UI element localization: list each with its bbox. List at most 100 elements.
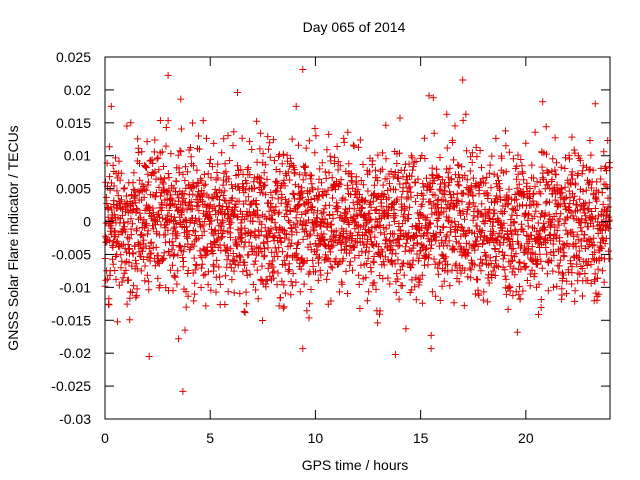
- data-point: [569, 175, 577, 183]
- data-point: [254, 173, 262, 181]
- data-point: [151, 136, 159, 144]
- data-point: [295, 201, 303, 209]
- data-point: [543, 250, 551, 258]
- data-point: [179, 248, 187, 256]
- data-point: [235, 197, 243, 205]
- data-point: [121, 223, 128, 231]
- data-point: [434, 270, 442, 278]
- data-point: [448, 176, 455, 184]
- data-point: [169, 261, 176, 269]
- data-point: [533, 178, 541, 186]
- data-point: [587, 184, 595, 192]
- data-point: [553, 226, 561, 234]
- data-point: [174, 151, 182, 159]
- data-point: [572, 243, 580, 251]
- data-point: [306, 230, 314, 238]
- data-point: [327, 221, 335, 229]
- data-point: [318, 210, 326, 218]
- data-point: [190, 297, 198, 305]
- data-point: [406, 183, 414, 191]
- data-point: [515, 180, 523, 188]
- data-point: [419, 195, 427, 203]
- data-point: [323, 254, 331, 262]
- data-point: [188, 205, 196, 213]
- data-point: [102, 193, 110, 201]
- data-point: [328, 243, 336, 251]
- data-point: [467, 153, 474, 161]
- data-point: [111, 267, 119, 274]
- data-point: [437, 204, 445, 212]
- data-point: [311, 125, 319, 132]
- data-point: [540, 219, 548, 227]
- data-point: [131, 199, 139, 207]
- data-point: [459, 207, 467, 215]
- data-point: [454, 180, 462, 188]
- data-point: [260, 238, 268, 246]
- data-point: [285, 217, 292, 225]
- data-point: [184, 292, 192, 300]
- data-point: [382, 235, 390, 243]
- data-point: [230, 128, 238, 136]
- data-point: [195, 132, 203, 140]
- data-point: [460, 302, 468, 310]
- data-point: [296, 288, 304, 296]
- data-point: [443, 144, 451, 152]
- data-point: [298, 211, 306, 218]
- data-point: [252, 286, 260, 294]
- data-point: [191, 266, 199, 274]
- data-point: [449, 245, 457, 253]
- data-point: [394, 175, 402, 182]
- data-point: [191, 279, 199, 287]
- data-point: [143, 220, 151, 228]
- data-point: [402, 325, 410, 333]
- data-point: [371, 189, 379, 197]
- data-point: [442, 204, 450, 212]
- data-point: [154, 154, 162, 162]
- data-point: [418, 271, 426, 279]
- data-point: [394, 256, 402, 264]
- data-point: [156, 117, 164, 124]
- data-point: [119, 274, 127, 282]
- data-point: [143, 138, 151, 146]
- data-point: [296, 171, 304, 179]
- data-point: [330, 160, 338, 167]
- data-point: [541, 209, 549, 217]
- data-point: [333, 143, 341, 150]
- data-point: [281, 227, 288, 235]
- data-point: [602, 235, 610, 242]
- data-point: [494, 233, 502, 241]
- data-point: [328, 174, 336, 182]
- data-point: [502, 142, 510, 150]
- data-point: [220, 196, 228, 204]
- data-point: [334, 166, 342, 174]
- data-point: [240, 308, 248, 315]
- data-point: [446, 164, 454, 172]
- data-point: [222, 272, 230, 280]
- data-point: [513, 184, 521, 192]
- data-point: [287, 291, 295, 299]
- data-point: [221, 301, 229, 308]
- data-point: [285, 266, 293, 274]
- data-point: [382, 155, 390, 163]
- data-point: [571, 287, 579, 295]
- data-point: [360, 197, 368, 205]
- data-point: [122, 266, 130, 274]
- data-point: [392, 288, 400, 296]
- data-point: [408, 154, 416, 162]
- data-point: [374, 177, 382, 185]
- data-point: [164, 117, 172, 125]
- data-point: [262, 283, 270, 291]
- data-point: [510, 264, 518, 272]
- data-point: [514, 170, 522, 178]
- data-point: [133, 292, 141, 300]
- data-point: [116, 198, 124, 206]
- data-point: [604, 203, 612, 211]
- data-point: [269, 263, 277, 271]
- y-tick-label: -0.03: [59, 411, 91, 427]
- data-point: [501, 251, 509, 259]
- data-point: [509, 155, 517, 163]
- data-point: [469, 174, 477, 182]
- data-point: [463, 176, 471, 184]
- y-tick-label: 0.005: [56, 181, 91, 197]
- data-point: [550, 251, 558, 259]
